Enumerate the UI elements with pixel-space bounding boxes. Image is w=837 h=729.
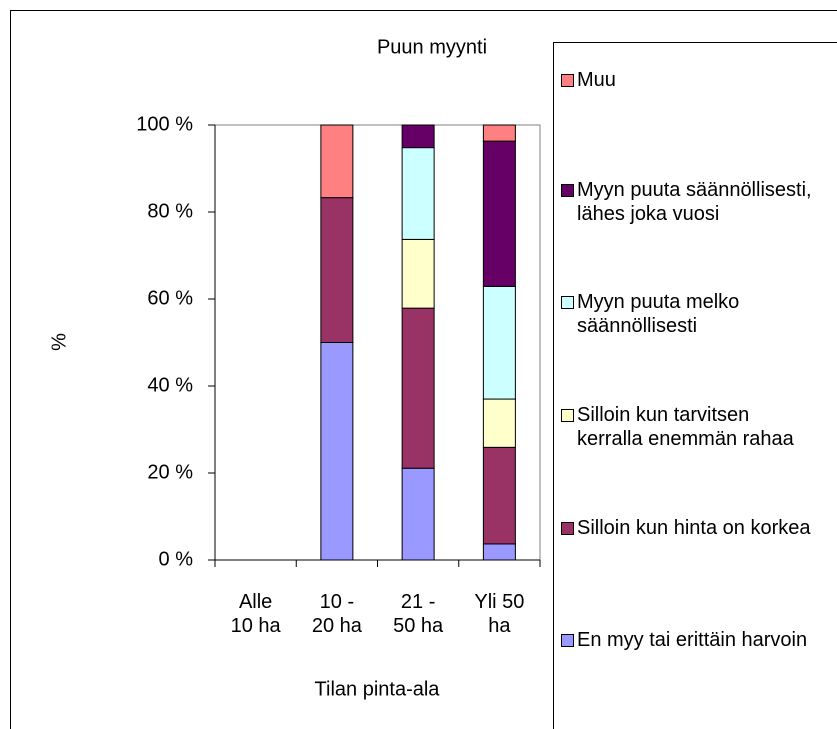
legend-swatch [561,634,574,647]
y-tick-label: 0 % [159,548,194,570]
bar-segment [401,238,435,309]
bar-segment [482,446,516,545]
chart-frame [10,10,837,729]
legend-swatch [561,296,574,309]
x-tick-label: Alle 10 ha [230,591,281,637]
x-tick-label: Yli 50 ha [474,591,525,637]
legend-swatch [561,409,574,422]
bar-segment [320,124,354,199]
y-tick-label: 80 % [147,200,193,222]
bar-segment [401,147,435,240]
bar-segment [401,467,435,561]
bar-segment [482,140,516,287]
chart-title: Puun myynti [377,36,487,58]
bar-segment [401,124,435,149]
bar-segment [401,307,435,469]
bar-segment [482,543,516,561]
y-tick-label: 100 % [136,113,193,135]
legend-swatch [561,522,574,535]
legend-label: Muu [577,69,616,91]
bar-segment [482,285,516,400]
x-axis-label: Tilan pinta-ala [315,678,441,700]
legend-swatch [561,74,574,87]
y-axis-label: % [48,333,70,351]
bar-segment [482,398,516,448]
x-tick-label: 10 - 20 ha [311,591,362,637]
y-tick-label: 40 % [147,374,193,396]
bar-segment [482,124,516,142]
y-tick-label: 60 % [147,287,193,309]
bar-segment [320,342,354,561]
legend-label: Myyn puuta säännöllisesti, lähes joka vu… [577,179,812,225]
legend-label: Myyn puuta melko säännöllisesti [577,291,740,337]
legend-label: En myy tai erittäin harvoin [577,629,808,651]
y-tick-label: 20 % [147,461,193,483]
x-tick-label: 21 - 50 ha [393,591,444,637]
legend-box [553,42,837,729]
legend-label: Silloin kun tarvitsen kerralla enemmän r… [577,404,794,450]
bar-segment [320,197,354,343]
legend-swatch [561,184,574,197]
legend-label: Silloin kun hinta on korkea [577,517,811,539]
